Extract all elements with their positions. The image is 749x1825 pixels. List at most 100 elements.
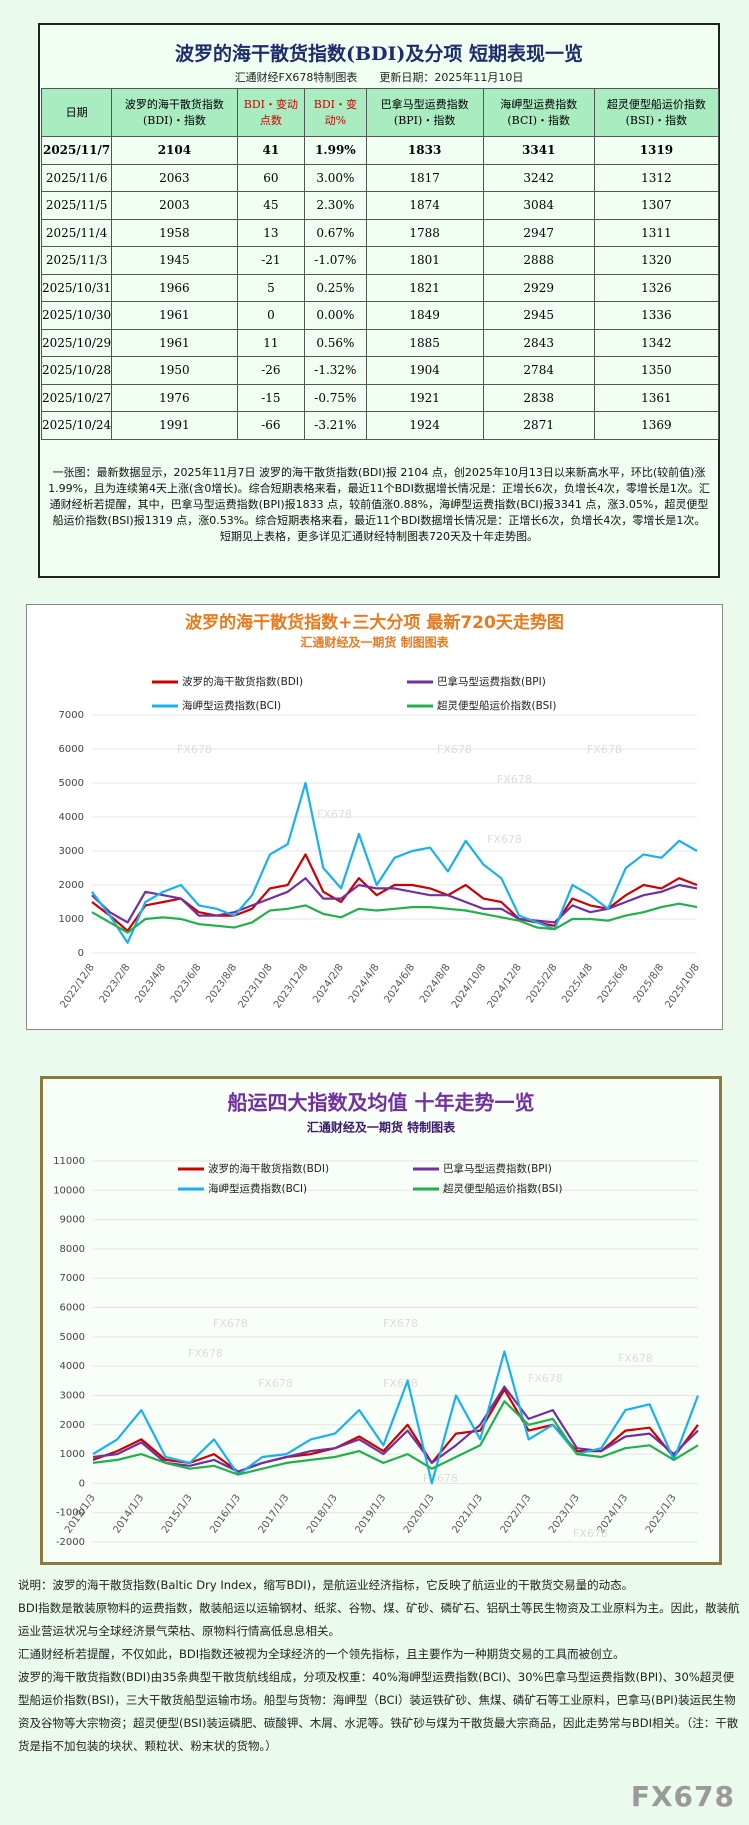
series-line — [92, 1385, 699, 1473]
table-cell: 0.00% — [304, 301, 367, 330]
series-line — [91, 902, 698, 934]
y-tick-label: -2000 — [56, 1537, 85, 1548]
x-tick-label: 2025/10/8 — [663, 962, 701, 1010]
watermark: FX678 — [573, 1527, 608, 1540]
x-tick-label: 2022/1/3 — [499, 1493, 534, 1536]
y-tick-label: 10000 — [53, 1185, 85, 1196]
table-row: 2025/11/3 1945 -21 -1.07% 1801 2888 1320 — [40, 246, 720, 275]
y-tick-label: 8000 — [60, 1244, 85, 1255]
x-tick-label: 2024/12/8 — [486, 962, 524, 1010]
watermark: FX678 — [587, 743, 622, 756]
y-tick-label: 2000 — [60, 1420, 85, 1431]
x-tick-label: 2016/1/3 — [208, 1493, 243, 1536]
table-cell: 5 — [236, 273, 306, 302]
x-tick-label: 2024/2/8 — [311, 962, 346, 1005]
table-row: 2025/10/29 1961 11 0.56% 1885 2843 1342 — [40, 328, 720, 357]
table-cell: 1320 — [593, 246, 720, 275]
table-row: 2025/11/4 1958 13 0.67% 1788 2947 1311 — [40, 218, 720, 247]
table-cell: 1821 — [365, 273, 484, 302]
table-cell: 2025/10/30 — [40, 301, 113, 330]
table-cell: 2025/11/5 — [40, 191, 113, 220]
y-tick-label: 1000 — [60, 1449, 85, 1460]
note-paragraph: 汇通财经析若提醒，不仅如此，BDI指数还被视为全球经济的一个领先指标，且主要作为… — [18, 1647, 625, 1661]
watermark: FX678 — [188, 1347, 223, 1360]
legend-label: 海岬型运费指数(BCI) — [182, 699, 281, 712]
column-header: BDI・变动% — [304, 88, 367, 137]
table-cell: 2025/10/28 — [40, 356, 113, 385]
y-tick-label: 1000 — [59, 914, 84, 925]
x-tick-label: 2025/6/8 — [596, 962, 631, 1005]
table-cell: 45 — [236, 191, 306, 220]
x-tick-label: 2023/8/8 — [204, 962, 239, 1005]
table-cell: 1976 — [111, 383, 238, 412]
y-tick-label: 2000 — [59, 880, 84, 891]
chart-title: 波罗的海干散货指数+三大分项 最新720天走势图 — [185, 612, 564, 633]
y-tick-label: 6000 — [60, 1303, 85, 1314]
chart-title: 船运四大指数及均值 十年走势一览 — [228, 1091, 535, 1115]
table-cell: -0.75% — [304, 383, 367, 412]
table-cell: -3.21% — [304, 411, 367, 440]
summary-text: 一张图：最新数据显示，2025年11月7日 波罗的海干散货指数(BDI)报 21… — [48, 466, 710, 543]
x-tick-label: 2017/1/3 — [257, 1493, 292, 1536]
series-line — [91, 877, 698, 924]
table-row: 2025/11/6 2063 60 3.00% 1817 3242 1312 — [40, 163, 720, 192]
x-tick-label: 2024/4/8 — [347, 962, 382, 1005]
x-tick-label: 2021/1/3 — [450, 1493, 485, 1536]
x-tick-label: 2023/6/8 — [169, 962, 204, 1005]
table-cell: 2843 — [482, 328, 595, 357]
table-cell: 1817 — [365, 163, 484, 192]
y-tick-label: 5000 — [59, 778, 84, 789]
table-cell: 2104 — [111, 136, 238, 165]
summary-table-panel: 波罗的海干散货指数(BDI)及分项 短期表现一览 汇通财经FX678特制图表 更… — [38, 23, 720, 578]
note-paragraph: 波罗的海干散货指数(BDI)由35条典型干散货航线组成，分项及权重：40%海岬型… — [18, 1670, 739, 1753]
table-cell: 2838 — [482, 383, 595, 412]
column-header: 超灵便型船运价指数(BSI)・指数 — [593, 88, 720, 137]
table-row: 2025/10/27 1976 -15 -0.75% 1921 2838 1361 — [40, 383, 720, 412]
x-tick-label: 2023/2/8 — [98, 962, 133, 1005]
table-cell: 1307 — [593, 191, 720, 220]
table-cell: 1945 — [111, 246, 238, 275]
watermark: FX678 — [497, 773, 532, 786]
table-cell: 3341 — [482, 136, 595, 165]
header-row: 日期 波罗的海干散货指数(BDI)・指数 BDI・变动点数 BDI・变动% 巴拿马型运费… — [40, 88, 720, 137]
table-cell: 1833 — [365, 136, 484, 165]
y-tick-label: 3000 — [60, 1390, 85, 1401]
x-tick-label: 2025/2/8 — [525, 962, 560, 1005]
table-cell: 1342 — [593, 328, 720, 357]
table-cell: 1801 — [365, 246, 484, 275]
table-cell: 1326 — [593, 273, 720, 302]
x-tick-label: 2022/12/8 — [58, 962, 96, 1010]
table-cell: 11 — [236, 328, 306, 357]
chart-720-panel: 波罗的海干散货指数+三大分项 最新720天走势图 汇通财经及一期货 制图图表 0 10… — [26, 604, 723, 1030]
table-cell: 1966 — [111, 273, 238, 302]
x-tick-label: 2024/8/8 — [418, 962, 453, 1005]
table-cell: 1958 — [111, 218, 238, 247]
table-cell: 1904 — [365, 356, 484, 385]
table-cell: 1950 — [111, 356, 238, 385]
x-tick-label: 2014/1/3 — [112, 1493, 147, 1536]
table-cell: 1924 — [365, 411, 484, 440]
x-tick-label: 2023/4/8 — [133, 962, 168, 1005]
table-cell: 2025/11/7 — [40, 136, 113, 165]
y-tick-label: 11000 — [53, 1156, 85, 1167]
table-cell: 2025/11/4 — [40, 218, 113, 247]
y-tick-label: 5000 — [60, 1332, 85, 1343]
y-tick-label: 4000 — [59, 812, 84, 823]
y-tick-label: 7000 — [59, 710, 84, 721]
table-cell: -1.32% — [304, 356, 367, 385]
table-cell: 2025/11/6 — [40, 163, 113, 192]
series-line — [91, 781, 698, 944]
chart-10y-panel: 船运四大指数及均值 十年走势一览 汇通财经及一期货 特制图表 -2000 -1000 0… — [40, 1076, 722, 1565]
table-cell: 1336 — [593, 301, 720, 330]
table-cell: 0.56% — [304, 328, 367, 357]
chart-subtitle: 汇通财经及一期货 特制图表 — [307, 1120, 456, 1135]
x-tick-label: 2018/1/3 — [305, 1493, 340, 1536]
note-paragraph: 说明：波罗的海干散货指数(Baltic Dry Index，缩写BDI)，是航运… — [18, 1578, 634, 1592]
table-cell: -1.07% — [304, 246, 367, 275]
table-cell: 0 — [236, 301, 306, 330]
table-cell: -26 — [236, 356, 306, 385]
table-cell: -66 — [236, 411, 306, 440]
x-tick-label: 2024/6/8 — [382, 962, 417, 1005]
legend-label: 海岬型运费指数(BCI) — [208, 1182, 307, 1195]
